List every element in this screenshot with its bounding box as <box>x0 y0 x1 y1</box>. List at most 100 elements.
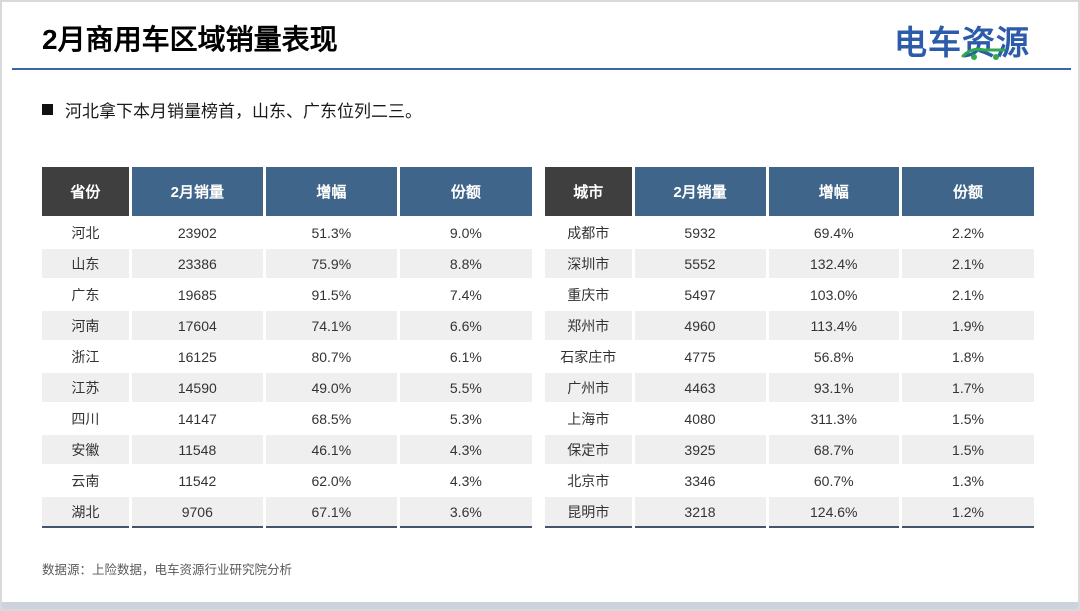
table-cell: 9.0% <box>396 216 532 248</box>
table-cell: 4080 <box>631 402 767 434</box>
table-cell: 17604 <box>128 309 265 341</box>
table-cell: 51.3% <box>262 216 399 248</box>
table-cell: 6.6% <box>396 309 532 341</box>
table-cell: 23386 <box>128 247 265 279</box>
table-cell: 7.4% <box>396 278 532 310</box>
table-cell: 1.5% <box>898 402 1034 434</box>
table-row: 湖北 9706 67.1% 3.6% <box>42 495 532 527</box>
table-cell: 16125 <box>128 340 265 372</box>
table-cell: 5.3% <box>396 402 532 434</box>
table-row: 河北 23902 51.3% 9.0% <box>42 216 532 248</box>
province-sales-table: 省份 2月销量 增幅 份额 河北 23902 51.3% 9.0% 山东 23386 75.9% 8.… <box>42 167 532 528</box>
table-cell: 浙江 <box>42 340 131 372</box>
province_table-header-cell: 2月销量 <box>128 167 265 219</box>
table-cell: 14590 <box>128 371 265 403</box>
summary-bullet-text: 河北拿下本月销量榜首，山东、广东位列二三。 <box>65 102 422 121</box>
table-cell: 46.1% <box>262 433 399 465</box>
city-sales-table: 城市 2月销量 增幅 份额 成都市 5932 69.4% 2.2% 深圳市 5552 132.4% 2… <box>545 167 1034 528</box>
table-cell: 山东 <box>42 247 131 279</box>
table-row: 上海市 4080 311.3% 1.5% <box>545 402 1034 434</box>
table-cell: 昆明市 <box>545 495 634 527</box>
table-cell: 5.5% <box>396 371 532 403</box>
table-cell: 4463 <box>631 371 767 403</box>
table-row: 郑州市 4960 113.4% 1.9% <box>545 309 1034 341</box>
table-row: 成都市 5932 69.4% 2.2% <box>545 216 1034 248</box>
table-cell: 14147 <box>128 402 265 434</box>
brand-logo-text: 电车资源 <box>894 24 1030 61</box>
table-cell: 河北 <box>42 216 131 248</box>
table-cell: 60.7% <box>765 464 901 496</box>
table-cell: 深圳市 <box>545 247 634 279</box>
table-cell: 河南 <box>42 309 131 341</box>
table-cell: 4775 <box>631 340 767 372</box>
table-cell: 311.3% <box>765 402 901 434</box>
bottom-accent-bar <box>2 602 1078 609</box>
table-cell: 8.8% <box>396 247 532 279</box>
table-row: 云南 11542 62.0% 4.3% <box>42 464 532 496</box>
province_table-header-cell: 增幅 <box>262 167 399 219</box>
table-cell: 2.1% <box>898 247 1034 279</box>
table-cell: 5932 <box>631 216 767 248</box>
page-title: 2月商用车区域销量表现 <box>42 24 338 55</box>
table-cell: 124.6% <box>765 495 901 527</box>
table-row: 石家庄市 4775 56.8% 1.8% <box>545 340 1034 372</box>
table-cell: 5552 <box>631 247 767 279</box>
table-cell: 四川 <box>42 402 131 434</box>
table-cell: 石家庄市 <box>545 340 634 372</box>
table-row: 广东 19685 91.5% 7.4% <box>42 278 532 310</box>
table-cell: 23902 <box>128 216 265 248</box>
table-cell: 1.3% <box>898 464 1034 496</box>
table-row: 河南 17604 74.1% 6.6% <box>42 309 532 341</box>
table-cell: 安徽 <box>42 433 131 465</box>
table-cell: 1.9% <box>898 309 1034 341</box>
table-cell: 68.7% <box>765 433 901 465</box>
table-row: 深圳市 5552 132.4% 2.1% <box>545 247 1034 279</box>
table-cell: 74.1% <box>262 309 399 341</box>
table-cell: 4.3% <box>396 433 532 465</box>
table-cell: 69.4% <box>765 216 901 248</box>
province_table-header-cell: 份额 <box>396 167 532 219</box>
title-divider <box>12 68 1071 70</box>
table-row: 江苏 14590 49.0% 5.5% <box>42 371 532 403</box>
table-cell: 4.3% <box>396 464 532 496</box>
province_table-header-row: 省份 2月销量 增幅 份额 <box>42 167 532 219</box>
table-cell: 广州市 <box>545 371 634 403</box>
table-cell: 49.0% <box>262 371 399 403</box>
table-cell: 5497 <box>631 278 767 310</box>
table-cell: 郑州市 <box>545 309 634 341</box>
city_table-header-cell: 份额 <box>898 167 1034 219</box>
table-cell: 2.2% <box>898 216 1034 248</box>
table-row: 保定市 3925 68.7% 1.5% <box>545 433 1034 465</box>
table-cell: 1.7% <box>898 371 1034 403</box>
table-cell: 9706 <box>128 495 265 527</box>
table-cell: 67.1% <box>262 495 399 527</box>
table-cell: 3.6% <box>396 495 532 527</box>
table-row: 四川 14147 68.5% 5.3% <box>42 402 532 434</box>
table-row: 安徽 11548 46.1% 4.3% <box>42 433 532 465</box>
table-cell: 1.5% <box>898 433 1034 465</box>
city_table-header-row: 城市 2月销量 增幅 份额 <box>545 167 1034 219</box>
table-cell: 103.0% <box>765 278 901 310</box>
summary-bullet: 河北拿下本月销量榜首，山东、广东位列二三。 <box>42 97 942 122</box>
table-row: 山东 23386 75.9% 8.8% <box>42 247 532 279</box>
table-cell: 江苏 <box>42 371 131 403</box>
table-cell: 56.8% <box>765 340 901 372</box>
table-cell: 75.9% <box>262 247 399 279</box>
table-row: 浙江 16125 80.7% 6.1% <box>42 340 532 372</box>
table-cell: 6.1% <box>396 340 532 372</box>
city_table-header-cell: 增幅 <box>765 167 901 219</box>
table-cell: 19685 <box>128 278 265 310</box>
table-cell: 北京市 <box>545 464 634 496</box>
table-cell: 成都市 <box>545 216 634 248</box>
table-cell: 11542 <box>128 464 265 496</box>
table-cell: 4960 <box>631 309 767 341</box>
table-cell: 湖北 <box>42 495 131 527</box>
province_table-header-cell: 省份 <box>42 167 131 219</box>
table-cell: 云南 <box>42 464 131 496</box>
brand-logo: 电车资源 <box>894 18 1030 62</box>
bullet-square-icon <box>42 104 53 115</box>
table-cell: 3218 <box>631 495 767 527</box>
table-cell: 91.5% <box>262 278 399 310</box>
table-cell: 3346 <box>631 464 767 496</box>
